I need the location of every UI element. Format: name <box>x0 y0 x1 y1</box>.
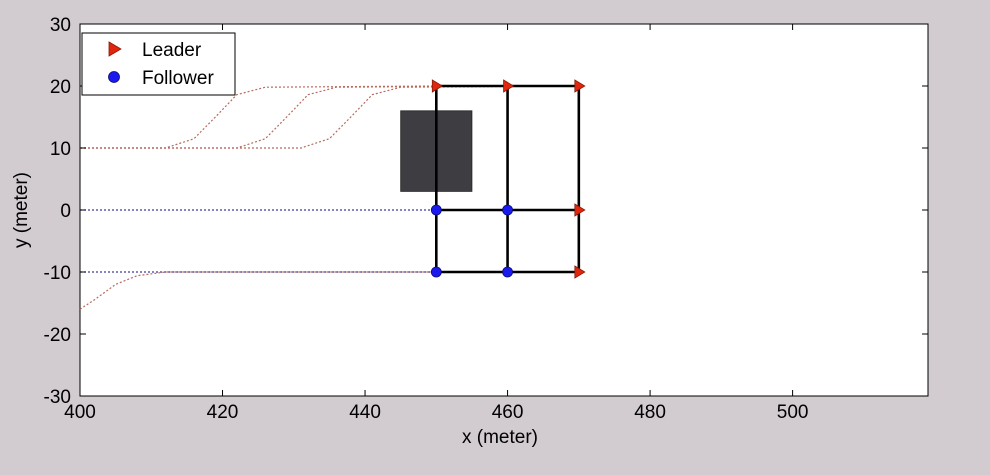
leader-trajectory <box>80 85 579 149</box>
legend-follower-label: Follower <box>142 68 214 89</box>
y-tick-label: -10 <box>44 263 71 284</box>
x-tick-label: 400 <box>64 402 96 423</box>
y-axis-label: y (meter) <box>11 172 32 248</box>
x-tick-label: 460 <box>492 402 524 423</box>
x-tick-label: 500 <box>777 402 809 423</box>
axis-tick-layer: 400 420 440 460 480 500 -30 -20 -10 0 10 20 30 <box>44 15 928 423</box>
legend-leader-label: Leader <box>142 40 202 61</box>
trajectory-layer <box>79 85 579 310</box>
x-tick-label: 480 <box>634 402 666 423</box>
legend-box <box>81 32 236 96</box>
leader-marker <box>503 79 515 93</box>
formation-link-layer <box>435 84 581 274</box>
y-tick-label: 30 <box>50 15 71 36</box>
x-tick-label: 420 <box>207 402 239 423</box>
follower-marker <box>430 204 442 216</box>
x-tick-label: 440 <box>349 402 381 423</box>
x-axis-label: x (meter) <box>462 427 538 448</box>
legend-leader-marker-icon <box>108 41 122 57</box>
y-tick-label: -20 <box>44 325 71 346</box>
leader-marker <box>574 265 586 279</box>
y-tick-label: 20 <box>50 77 71 98</box>
leader-marker <box>431 79 444 93</box>
agent-marker-layer <box>430 79 586 279</box>
leader-marker <box>574 79 586 93</box>
leader-marker <box>574 203 586 217</box>
follower-marker <box>430 266 442 278</box>
legend-follower-marker-icon <box>108 71 120 83</box>
legend: Leader Follower <box>81 32 236 96</box>
leader-trajectory <box>79 271 579 310</box>
y-tick-label: 10 <box>50 139 71 160</box>
follower-marker <box>502 266 513 278</box>
y-tick-label: -30 <box>44 387 71 408</box>
follower-marker <box>502 204 513 216</box>
y-tick-label: 0 <box>60 201 71 222</box>
